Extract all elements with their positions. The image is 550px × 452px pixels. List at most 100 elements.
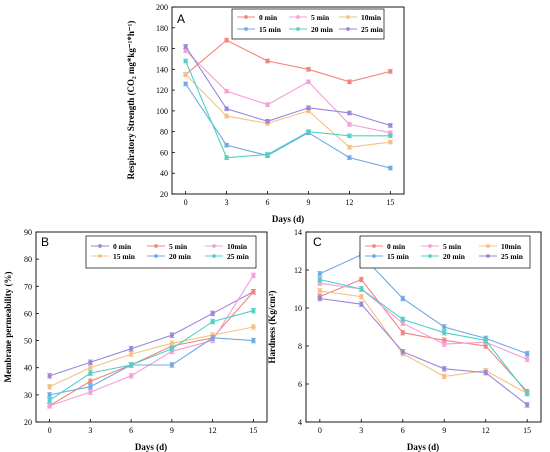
- series-line: [319, 278, 528, 394]
- legend-swatch-marker: [98, 254, 102, 258]
- data-point: [128, 351, 134, 357]
- y-tick-label: 40: [160, 169, 168, 178]
- series-line: [319, 290, 528, 394]
- data-point: [347, 122, 352, 127]
- x-axis-label: Days (d): [407, 442, 439, 452]
- series-line: [185, 46, 391, 126]
- legend-label: 25 min: [361, 25, 384, 34]
- legend-label: 25 min: [501, 252, 524, 261]
- legend-swatch-marker: [486, 254, 490, 258]
- x-tick-label: 12: [345, 198, 353, 207]
- data-point: [47, 384, 52, 389]
- series-line: [49, 337, 254, 396]
- y-tick-label: 4: [298, 418, 302, 427]
- data-point: [265, 152, 270, 157]
- legend-label: 5 min: [311, 13, 330, 22]
- y-tick-label: 30: [24, 391, 32, 400]
- data-point: [88, 365, 93, 370]
- data-point: [347, 133, 352, 138]
- data-point: [306, 105, 311, 110]
- y-tick-label: 140: [156, 65, 168, 74]
- data-point: [251, 308, 256, 313]
- legend-swatch-marker: [244, 15, 248, 19]
- data-point: [306, 79, 311, 84]
- x-axis-label: Days (d): [135, 442, 167, 452]
- legend-label: 20 min: [311, 25, 334, 34]
- y-tick-label: 20: [160, 190, 168, 199]
- panel-b: 0 3 6 9 12 15 20 30 40 50 60 70 80 90 Days (d) Membrane…: [3, 228, 268, 452]
- legend-swatch-marker: [372, 254, 376, 258]
- data-point: [317, 277, 322, 282]
- data-point: [128, 362, 134, 368]
- data-point: [347, 110, 352, 116]
- series-line: [49, 275, 254, 407]
- data-point: [265, 119, 270, 124]
- series-line: [185, 50, 391, 134]
- legend-label: 5 min: [443, 242, 462, 251]
- data-point: [251, 273, 256, 278]
- y-axis-label: Hardness (Kg/cm²): [267, 291, 277, 364]
- y-tick-label: 50: [24, 337, 32, 346]
- legend-swatch-marker: [98, 244, 102, 248]
- data-point: [359, 302, 364, 307]
- y-tick-label: 180: [156, 24, 168, 33]
- legend-swatch-marker: [154, 244, 158, 248]
- series-line: [319, 297, 528, 406]
- legend-label: 15 min: [387, 252, 410, 261]
- data-point: [442, 324, 447, 330]
- y-tick-label: 120: [156, 86, 168, 95]
- legend-swatch-marker: [346, 15, 350, 19]
- x-axis-label: Days (d): [272, 214, 304, 224]
- data-point: [442, 330, 447, 335]
- data-point: [224, 89, 229, 94]
- y-tick-label: 14: [294, 228, 302, 237]
- x-tick-label: 6: [129, 426, 133, 435]
- data-point: [388, 123, 393, 128]
- x-tick-label: 9: [306, 198, 310, 207]
- legend-label: 25 min: [227, 252, 250, 261]
- legend-swatch-marker: [296, 15, 300, 19]
- series-line: [185, 39, 391, 83]
- legend-box: [231, 8, 385, 40]
- data-point: [183, 81, 188, 87]
- data-point: [183, 44, 188, 49]
- legend-swatch-marker: [296, 27, 300, 31]
- data-point: [183, 58, 188, 64]
- data-point: [88, 384, 93, 389]
- series-line: [49, 291, 254, 377]
- panel-letter: C: [313, 235, 322, 249]
- y-tick-label: 60: [160, 148, 168, 157]
- data-point: [88, 370, 93, 376]
- data-point: [359, 286, 364, 292]
- y-tick-label: 160: [156, 45, 168, 54]
- data-point: [169, 332, 175, 338]
- data-point: [306, 129, 311, 134]
- legend-label: 0 min: [387, 242, 406, 251]
- plot-frame: [305, 231, 542, 423]
- y-tick-label: 90: [24, 228, 32, 237]
- data-point: [388, 165, 393, 171]
- data-point: [347, 155, 352, 160]
- legend-label: 10min: [227, 242, 248, 251]
- legend-swatch-marker: [212, 244, 216, 248]
- series-line: [185, 74, 391, 148]
- data-point: [224, 143, 229, 148]
- x-tick-label: 6: [266, 198, 270, 207]
- panel-c: 0 3 6 9 12 15 4 6 8 10 12 14 Days (d) Hardness (Kg/cm…: [267, 228, 542, 452]
- x-tick-label: 15: [249, 426, 257, 435]
- data-point: [442, 374, 447, 379]
- data-point: [317, 288, 322, 294]
- legend-label: 20 min: [169, 252, 192, 261]
- data-point: [359, 277, 364, 282]
- data-point: [224, 106, 229, 111]
- data-point: [47, 403, 52, 408]
- data-point: [210, 311, 215, 316]
- legend-label: 5 min: [169, 242, 188, 251]
- series-line: [185, 83, 391, 169]
- plot-frame: [35, 231, 268, 423]
- legend-label: 20 min: [443, 252, 466, 261]
- legend-swatch-marker: [346, 27, 350, 31]
- legend-swatch-marker: [244, 27, 248, 31]
- legend-label: 15 min: [259, 25, 282, 34]
